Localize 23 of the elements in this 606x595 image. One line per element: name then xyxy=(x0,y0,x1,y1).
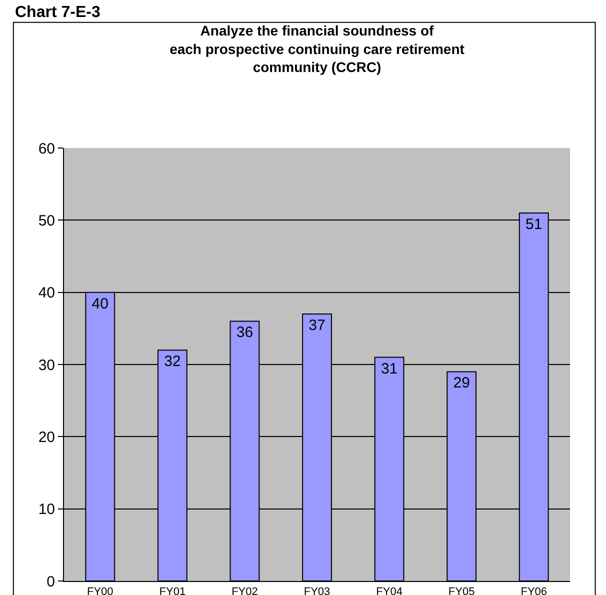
y-tick-label: 20 xyxy=(38,428,55,446)
data-label: 40 xyxy=(92,295,108,312)
x-tick-label: FY02 xyxy=(232,586,258,595)
x-tick-label: FY00 xyxy=(86,586,114,595)
x-tick-label: FY05 xyxy=(448,586,475,595)
x-tick-label: FY03 xyxy=(304,586,330,595)
data-label: 32 xyxy=(164,353,181,370)
y-tick-label: 50 xyxy=(38,212,55,230)
x-tick-label: FY04 xyxy=(376,586,402,595)
y-tick-label: 60 xyxy=(38,140,55,158)
chart-title: Analyze the financial soundness of each prospective continuing care retirement community (CCRC) xyxy=(170,22,465,76)
x-tick-label: FY06 xyxy=(520,586,548,595)
y-tick-label: 40 xyxy=(38,284,55,302)
x-tick-label: FY01 xyxy=(159,586,186,595)
data-label: 51 xyxy=(526,216,542,233)
y-tick-label: 10 xyxy=(38,501,55,518)
data-label: 29 xyxy=(453,374,470,392)
data-label: 31 xyxy=(380,360,398,378)
data-label: 36 xyxy=(236,324,254,342)
y-tick-label: 30 xyxy=(38,356,55,374)
caption: Chart 7-E-3 xyxy=(15,4,100,21)
y-tick-label: 0 xyxy=(46,573,55,590)
data-label: 37 xyxy=(308,316,326,334)
